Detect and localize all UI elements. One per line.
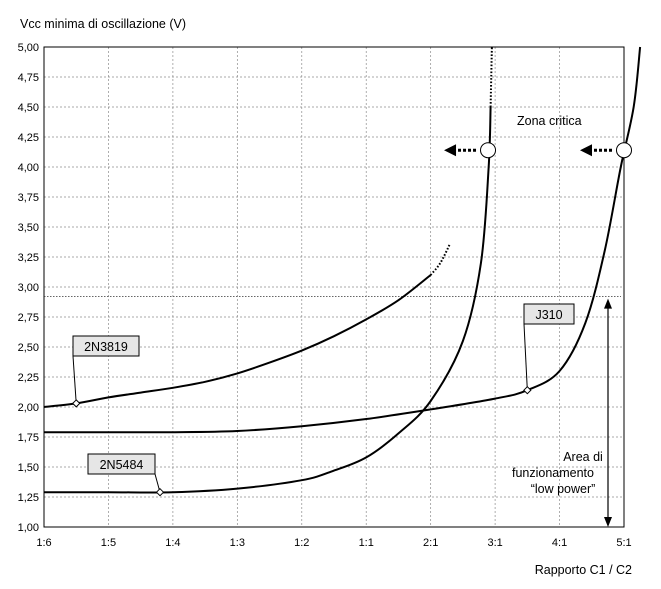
y-tick-label: 3,00 xyxy=(18,282,39,294)
series-markers: 2N3819 2N5484 J310 xyxy=(72,303,575,497)
x-tick-label: 1:6 xyxy=(36,537,51,549)
low-power-label-line3: “low power” xyxy=(531,482,596,496)
gridlines xyxy=(43,46,625,528)
critical-arrow-head xyxy=(444,144,457,157)
series-label-2n5484: 2N5484 xyxy=(100,458,144,472)
critical-point-circle xyxy=(480,142,497,159)
critical-point-circle xyxy=(616,142,632,159)
x-tick-label: 3:1 xyxy=(487,537,502,549)
callout-leader-2n3819 xyxy=(72,355,77,404)
series-label-j310: J310 xyxy=(535,308,562,322)
y-tick-label: 4,75 xyxy=(18,72,39,84)
callout-box-2n5484 xyxy=(87,453,156,475)
curve-j310 xyxy=(43,46,642,434)
callout-leader-j310 xyxy=(523,323,528,391)
y-tick-label: 2,75 xyxy=(18,312,39,324)
y-tick-label: 3,25 xyxy=(18,252,39,264)
x-tick-label: 2:1 xyxy=(423,537,438,549)
x-tick-label: 1:5 xyxy=(101,537,116,549)
y-tick-label: 2,25 xyxy=(18,372,39,384)
y-axis-title: Vcc minima di oscillazione (V) xyxy=(20,17,186,31)
y-tick-label: 4,00 xyxy=(18,162,39,174)
annotations: Zona critica Area di funzionamento “low … xyxy=(444,114,632,527)
marker-2n5484 xyxy=(155,487,165,497)
y-tick-label: 2,00 xyxy=(18,402,39,414)
y-tick-labels: 1,00 1,25 1,50 1,75 2,00 2,25 2,50 2,75 3,00 3,25… xyxy=(18,42,39,534)
low-power-arrow-head-down xyxy=(604,517,612,527)
series-label-2n3819: 2N3819 xyxy=(84,340,128,354)
x-tick-label: 1:4 xyxy=(165,537,180,549)
low-power-label-line2: funzionamento xyxy=(512,466,594,480)
x-tick-label: 1:3 xyxy=(230,537,245,549)
curve-2n3819 xyxy=(43,274,432,408)
x-tick-labels: 1:6 1:5 1:4 1:3 1:2 1:1 2:1 3:1 4:1 5:1 xyxy=(36,537,631,549)
x-tick-label: 1:2 xyxy=(294,537,309,549)
plot-frame xyxy=(43,46,625,528)
marker-2n3819 xyxy=(72,399,81,408)
y-tick-label: 1,00 xyxy=(18,522,39,534)
y-tick-label: 2,50 xyxy=(18,342,39,354)
y-tick-label: 3,50 xyxy=(18,222,39,234)
callout-box-2n3819 xyxy=(72,335,140,357)
curve-2n5484 xyxy=(44,106,492,494)
x-tick-label: 4:1 xyxy=(552,537,567,549)
low-power-arrow-head-up xyxy=(604,298,612,309)
y-tick-label: 1,25 xyxy=(18,492,39,504)
y-tick-label: 1,75 xyxy=(18,432,39,444)
marker-j310 xyxy=(523,385,532,395)
critical-zone-label: Zona critica xyxy=(517,114,582,128)
low-power-label-line1: Area di xyxy=(563,450,603,464)
y-tick-label: 1,50 xyxy=(18,462,39,474)
x-axis-title: Rapporto C1 / C2 xyxy=(535,563,632,577)
curve-2n5484-dotted xyxy=(489,46,493,108)
x-tick-label: 1:1 xyxy=(359,537,374,549)
series-curves xyxy=(43,46,642,494)
y-tick-label: 4,50 xyxy=(18,102,39,114)
y-tick-label: 4,25 xyxy=(18,132,39,144)
curve-2n3819-dotted xyxy=(429,243,451,276)
y-tick-label: 3,75 xyxy=(18,192,39,204)
x-tick-label: 5:1 xyxy=(616,537,631,549)
y-tick-label: 5,00 xyxy=(18,42,39,54)
callout-box-j310 xyxy=(523,303,575,325)
critical-arrow-head xyxy=(580,144,592,157)
